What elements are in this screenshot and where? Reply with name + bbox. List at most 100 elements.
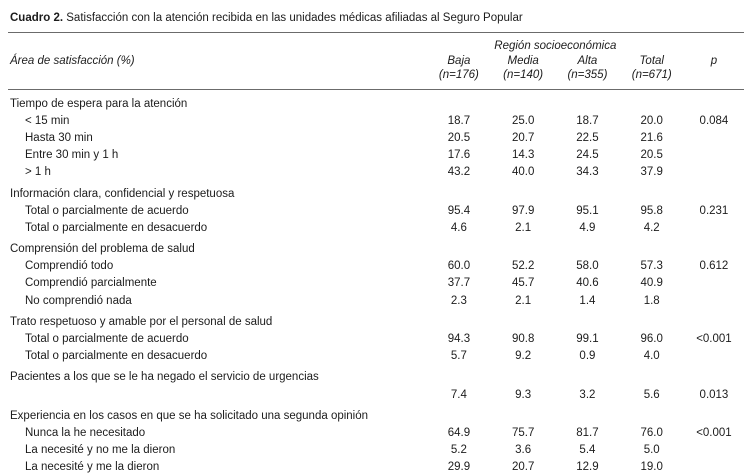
cell-value: 90.8 <box>511 332 535 345</box>
column-name: Total <box>639 55 664 67</box>
cell-value: 2.1 <box>515 294 532 307</box>
cell-value: 1.4 <box>579 294 596 307</box>
group-header-row: Área de satisfacción (%) Región socioeco… <box>8 33 744 67</box>
cell-value: 58.0 <box>576 260 599 273</box>
cell-value: 40.6 <box>576 277 599 290</box>
cell-value: 9.3 <box>515 388 532 401</box>
data-row: Total o parcialmente de acuerdo 95.4 97.9 9… <box>8 203 744 220</box>
cell-p-value: 0.612 <box>699 260 729 273</box>
section-header: Pacientes a los que se le ha negado el s… <box>10 371 319 384</box>
cell-value: 4.6 <box>450 221 467 234</box>
cell-value: 37.7 <box>447 277 471 290</box>
cell-value: 64.9 <box>447 426 471 439</box>
cell-value: 4.9 <box>579 221 596 234</box>
column-n: (n=140) <box>503 69 544 82</box>
p-column-header: p <box>710 54 718 67</box>
cell-p-value: <0.001 <box>696 426 732 439</box>
cell-value: 3.2 <box>579 388 596 401</box>
column-header-total: Total (n=671) <box>620 53 684 89</box>
data-row: No comprendió nada 2.3 2.1 1.4 1.8 <box>8 293 744 310</box>
column-n: (n=176) <box>438 69 479 82</box>
section-header: Experiencia en los casos en que se ha so… <box>10 409 369 422</box>
cell-value: 19.0 <box>640 461 663 473</box>
column-name: Alta <box>577 55 598 67</box>
cell-value: 57.3 <box>640 260 663 273</box>
column-header-media: Media (n=140) <box>491 53 555 89</box>
cell-value: 4.2 <box>643 221 660 234</box>
data-row: Nunca la he necesitado 64.9 75.7 81.7 76.0 <0… <box>8 425 744 442</box>
row-label: Total o parcialmente de acuerdo <box>25 204 189 217</box>
cell-p-value <box>684 164 744 181</box>
cell-value: 7.4 <box>450 388 467 401</box>
cell-p-value <box>684 220 744 237</box>
section-header-row: Tiempo de espera para la atención <box>8 89 744 113</box>
table-caption: Cuadro 2. Satisfacción con la atención r… <box>8 10 744 33</box>
section-header: Tiempo de espera para la atención <box>10 97 188 110</box>
satisfaction-table: Área de satisfacción (%) Región socioeco… <box>8 33 744 473</box>
cell-p-value: 0.084 <box>699 114 729 127</box>
cell-value: 12.9 <box>576 461 599 473</box>
row-label: La necesité y no me la dieron <box>25 444 176 457</box>
cell-value: 96.0 <box>640 332 663 345</box>
cell-value: 5.0 <box>643 444 660 457</box>
cell-p-value: <0.001 <box>696 332 732 345</box>
row-label <box>8 387 427 404</box>
cell-value: 99.1 <box>576 332 599 345</box>
section-header: Comprensión del problema de salud <box>10 243 195 256</box>
row-label: Comprendió parcialmente <box>25 277 157 290</box>
cell-value: 95.1 <box>576 204 599 217</box>
table-caption-text: Satisfacción con la atención recibida en… <box>66 12 523 24</box>
cell-value: 1.8 <box>643 294 660 307</box>
row-label: La necesité y me la dieron <box>25 461 160 473</box>
cell-value: 22.5 <box>576 132 599 145</box>
cell-value: 37.9 <box>640 166 663 179</box>
row-label: Total o parcialmente en desacuerdo <box>25 221 208 234</box>
cell-value: 20.7 <box>511 461 535 473</box>
data-row: Total o parcialmente en desacuerdo 5.7 9.2… <box>8 348 744 365</box>
cell-value: 18.7 <box>447 114 471 127</box>
cell-value: 14.3 <box>511 149 535 162</box>
data-row: Total o parcialmente en desacuerdo 4.6 2.1… <box>8 220 744 237</box>
cell-value: 24.5 <box>576 149 599 162</box>
cell-p-value <box>684 442 744 459</box>
cell-value: 76.0 <box>640 426 663 439</box>
row-label: Total o parcialmente en desacuerdo <box>25 350 208 363</box>
row-label: Total o parcialmente de acuerdo <box>25 332 189 345</box>
cell-value: 5.2 <box>450 444 467 457</box>
cell-value: 5.6 <box>643 388 660 401</box>
cell-value: 20.5 <box>447 132 471 145</box>
cell-value: 25.0 <box>511 114 535 127</box>
cell-value: 20.5 <box>640 149 663 162</box>
cell-value: 3.6 <box>515 444 532 457</box>
cell-p-value: 0.013 <box>699 388 729 401</box>
data-row: La necesité y me la dieron 29.9 20.7 12.9 19… <box>8 459 744 473</box>
cell-value: 20.0 <box>640 114 663 127</box>
column-header-baja: Baja (n=176) <box>427 53 491 89</box>
row-label: Hasta 30 min <box>25 132 93 145</box>
area-column-header: Área de satisfacción (%) <box>10 54 135 67</box>
column-n: (n=355) <box>567 69 608 82</box>
section-header: Información clara, confidencial y respet… <box>10 187 235 200</box>
row-label: < 15 min <box>25 114 70 127</box>
section-header-row: Pacientes a los que se le ha negado el s… <box>8 365 744 386</box>
data-row: Comprendió todo 60.0 52.2 58.0 57.3 0.612 <box>8 258 744 275</box>
cell-value: 34.3 <box>576 166 599 179</box>
row-label: > 1 h <box>25 166 51 179</box>
data-row: Entre 30 min y 1 h 17.6 14.3 24.5 20.5 <box>8 147 744 164</box>
section-header-row: Información clara, confidencial y respet… <box>8 182 744 203</box>
row-label: Entre 30 min y 1 h <box>25 149 119 162</box>
data-row: Total o parcialmente de acuerdo 94.3 90.8 9… <box>8 331 744 348</box>
cell-value: 2.3 <box>450 294 467 307</box>
cell-value: 2.1 <box>515 221 532 234</box>
cell-value: 20.7 <box>511 132 535 145</box>
column-header-alta: Alta (n=355) <box>555 53 619 89</box>
cell-value: 5.4 <box>579 444 596 457</box>
cell-value: 95.4 <box>447 204 471 217</box>
column-name: Baja <box>447 55 471 67</box>
data-row: Hasta 30 min 20.5 20.7 22.5 21.6 <box>8 130 744 147</box>
cell-value: 0.9 <box>579 350 596 363</box>
section-header: Trato respetuoso y amable por el persona… <box>10 315 273 328</box>
section-header-row: Comprensión del problema de salud <box>8 237 744 258</box>
data-row: < 15 min 18.7 25.0 18.7 20.0 0.084 <box>8 113 744 130</box>
